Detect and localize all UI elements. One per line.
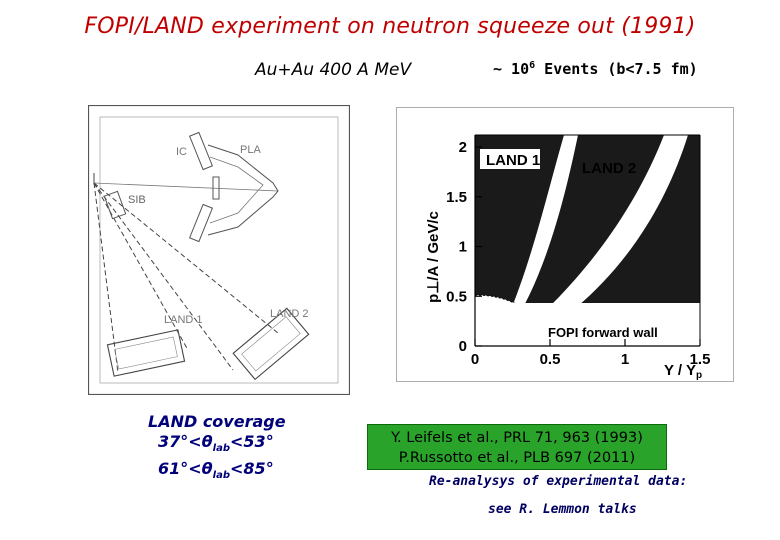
label-ic: IC <box>176 146 187 158</box>
x-axis-label-main: Y / Y <box>664 362 696 379</box>
events-exponent: 6 <box>529 60 536 71</box>
coverage-range-1-end: <53° <box>230 432 274 451</box>
x-tick-label: 1.5 <box>690 351 711 368</box>
coverage-heading: LAND coverage <box>148 412 286 431</box>
slide-title: FOPI/LAND experiment on neutron squeeze … <box>84 14 696 39</box>
fopi-label-area <box>475 303 700 346</box>
detector-frame <box>88 105 350 395</box>
references-box: Y. Leifels et al., PRL 71, 963 (1993) P.… <box>367 424 667 470</box>
y-tick-label: 1.5 <box>446 189 467 206</box>
coverage-range-2: 61°<θlab<85° <box>148 459 286 486</box>
land-coverage: LAND coverage 37°<θlab<53° 61°<θlab<85° <box>148 412 286 486</box>
reference-2: P.Russotto et al., PLB 697 (2011) <box>398 450 636 466</box>
land1-label-bg <box>480 149 540 169</box>
label-pla: PLA <box>240 144 261 156</box>
x-axis-label-sub: p <box>696 370 702 381</box>
beam-line <box>93 182 279 192</box>
events-prefix: ~ 10 <box>493 60 530 78</box>
land2-plot-label: LAND 2 <box>582 160 636 177</box>
x-tick-label: 1 <box>621 351 629 368</box>
ic-detector-lower <box>188 203 214 243</box>
reaction-label: Au+Au 400 A MeV <box>255 60 412 80</box>
events-label: ~ 106 Events (b<7.5 fm) <box>493 60 698 78</box>
coverage-range-1-start: 37°<θ <box>158 432 213 451</box>
events-suffix: Events (b<7.5 fm) <box>535 60 698 78</box>
land1-detector <box>106 329 186 377</box>
detector-inner-frame <box>99 116 339 384</box>
coverage-range-2-end: <85° <box>230 459 274 479</box>
fopi-label: FOPI forward wall <box>548 325 658 340</box>
coverage-range-1: 37°<θlab<53° <box>148 432 286 459</box>
land1-plot-label: LAND 1 <box>486 152 540 169</box>
ic-detector-upper <box>188 131 214 171</box>
land2-band <box>506 135 688 346</box>
pla-detector <box>207 144 279 236</box>
x-tick-label: 0.5 <box>540 351 561 368</box>
label-sib: SIB <box>128 194 146 206</box>
coverage-range-2-start: 61°<θ <box>158 459 213 479</box>
pla-detector-inner <box>209 156 264 224</box>
label-land1: LAND 1 <box>164 314 203 326</box>
pla-center-element <box>212 176 220 200</box>
talks-note: see R. Lemmon talks <box>488 502 637 517</box>
acceptance-plot: 0 0.5 1 1.5 2 0 0.5 1 1.5 FOPI forward wall LAN… <box>396 107 734 382</box>
y-tick-label: 2 <box>459 139 467 156</box>
sib-detector <box>103 190 127 220</box>
reference-1: Y. Leifels et al., PRL 71, 963 (1993) <box>391 430 643 446</box>
land2-line-lower <box>93 182 234 371</box>
label-land2: LAND 2 <box>270 308 309 320</box>
x-axis-label: Y / Yp <box>664 362 702 381</box>
reanalysis-note: Re-analysys of experimental data: <box>429 474 688 489</box>
detector-layout-image: SIB IC PLA LAND 1 LAND 2 <box>88 105 350 395</box>
coverage-range-1-sub: lab <box>212 443 231 455</box>
land1-band <box>475 135 578 346</box>
land2-detector <box>232 307 310 381</box>
y-tick-label: 1 <box>459 239 467 256</box>
y-axis-label: p⊥/A / GeV/c <box>425 211 442 303</box>
y-tick-label: 0 <box>459 338 467 355</box>
y-tick-label: 0.5 <box>446 288 467 305</box>
coverage-range-2-sub: lab <box>212 470 231 482</box>
x-tick-label: 0 <box>471 351 479 368</box>
